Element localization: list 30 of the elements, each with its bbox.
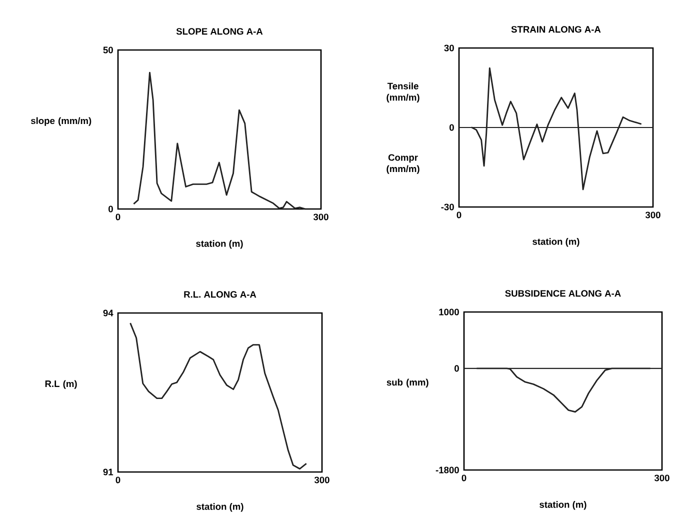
y-tick-label: 94 xyxy=(103,310,114,316)
y-tick-label: 0 xyxy=(108,206,113,212)
y-axis-title: slope (mm/m) xyxy=(30,117,92,126)
chart-title: SUBSIDENCE ALONG A-A xyxy=(505,290,621,297)
y-tick-label: 91 xyxy=(103,468,114,476)
chart-title: R.L. ALONG A-A xyxy=(184,291,256,298)
x-tick-label: 0 xyxy=(462,474,466,482)
x-axis-title: station (m) xyxy=(196,503,244,512)
x-tick-label: 300 xyxy=(654,474,670,482)
chart-title: STRAIN ALONG A-A xyxy=(511,26,601,33)
x-tick-label: 300 xyxy=(645,212,660,218)
y-tick-label: -30 xyxy=(441,204,454,210)
y-axis-title: sub (mm) xyxy=(386,378,428,388)
text: Compr (mm/m) xyxy=(386,154,420,174)
x-axis-title: station (m) xyxy=(540,501,586,510)
x-axis-title: station (m) xyxy=(532,238,580,247)
y-axis-title: R.L (m) xyxy=(45,380,77,389)
y-tick-label: 0 xyxy=(450,124,454,131)
y-tick-label: 30 xyxy=(444,44,454,52)
y-tick-label: -1800 xyxy=(436,466,459,474)
chart-title: SLOPE ALONG A-A xyxy=(176,28,263,35)
x-tick-label: 300 xyxy=(313,214,328,220)
y-axis-title: Tensile (mm/m) xyxy=(386,82,420,102)
x-tick-label: 300 xyxy=(314,476,330,484)
y-tick-label: 0 xyxy=(454,365,459,372)
y-tick-label: 1000 xyxy=(439,308,459,316)
y-tick-label: 50 xyxy=(103,46,113,54)
x-tick-label: 0 xyxy=(116,214,120,220)
x-axis-title: station (m) xyxy=(196,240,243,249)
x-tick-label: 0 xyxy=(116,476,120,484)
